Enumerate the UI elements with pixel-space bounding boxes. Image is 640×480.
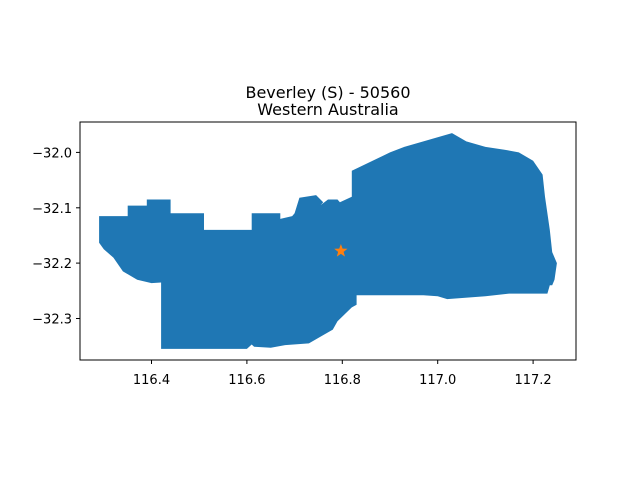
- y-tick-label: −32.2: [32, 257, 72, 272]
- x-tick-label: 116.8: [324, 373, 361, 388]
- y-tick-label: −32.1: [32, 202, 72, 217]
- x-tick-label: 116.6: [228, 373, 265, 388]
- x-tick-label: 117.0: [419, 373, 456, 388]
- x-axis: 116.4 116.6 116.8 117.0 117.2: [133, 360, 552, 388]
- x-tick-label: 116.4: [133, 373, 170, 388]
- y-tick-label: −32.3: [32, 313, 72, 328]
- map-subtitle: Western Australia: [257, 100, 399, 119]
- y-tick-label: −32.0: [32, 146, 72, 161]
- plot-frame: [79, 121, 577, 361]
- map-title: Beverley (S) - 50560: [245, 83, 411, 102]
- lga-region-shape: [99, 133, 557, 349]
- x-tick-label: 117.2: [514, 373, 551, 388]
- y-axis: −32.0 −32.1 −32.2 −32.3: [32, 146, 80, 328]
- centroid-star-marker: [334, 244, 348, 257]
